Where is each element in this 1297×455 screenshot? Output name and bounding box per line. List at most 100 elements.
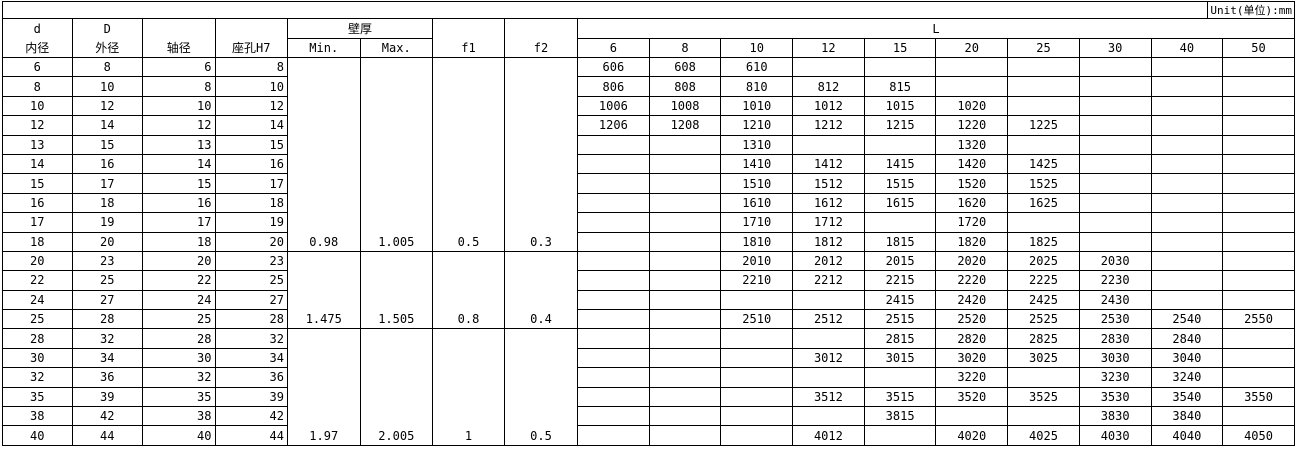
- cell-length: [1223, 213, 1295, 233]
- cell-length: 3530: [1079, 387, 1152, 408]
- cell-wall-max: 1.505: [360, 251, 433, 330]
- cell-length: [649, 407, 722, 427]
- cell-length: 1225: [1008, 116, 1080, 136]
- cell-length: [1223, 154, 1295, 175]
- cell-length: [936, 58, 1009, 78]
- cell-outer-dia: 8: [72, 58, 143, 78]
- cell-f1: 0.5: [433, 58, 505, 252]
- cell-length: [1008, 77, 1080, 97]
- cell-length: [578, 387, 650, 408]
- cell-length: [578, 348, 650, 369]
- cell-wall-max: 2.005: [360, 329, 433, 446]
- cell-length: [649, 348, 722, 369]
- cell-length: [1223, 271, 1295, 291]
- cell-inner-dia: 14: [3, 154, 73, 175]
- cell-length: 2220: [936, 271, 1009, 291]
- cell-length: 3830: [1079, 407, 1152, 427]
- cell-length: 3512: [793, 387, 865, 408]
- cell-length: [1151, 96, 1224, 117]
- cell-outer-dia: 12: [72, 96, 143, 117]
- cell-shaft-dia: 24: [143, 290, 216, 311]
- cell-length: 2210: [721, 271, 794, 291]
- cell-seat-bore: 16: [215, 154, 288, 175]
- cell-inner-dia: 35: [3, 387, 73, 408]
- cell-length: [1223, 290, 1295, 311]
- cell-outer-dia: 42: [72, 407, 143, 427]
- cell-inner-dia: 40: [3, 426, 73, 446]
- cell-length: 3520: [936, 387, 1009, 408]
- cell-inner-dia: 16: [3, 193, 73, 214]
- cell-shaft-dia: 32: [143, 368, 216, 388]
- cell-seat-bore: 14: [215, 116, 288, 136]
- header-outer-dia-symbol: D: [103, 21, 111, 36]
- cell-seat-bore: 28: [215, 310, 288, 330]
- cell-shaft-dia: 12: [143, 116, 216, 136]
- cell-length: [864, 368, 937, 388]
- cell-outer-dia: 18: [72, 193, 143, 214]
- cell-shaft-dia: 16: [143, 193, 216, 214]
- cell-shaft-dia: 30: [143, 348, 216, 369]
- cell-length: 1815: [864, 232, 937, 252]
- cell-length: 1206: [578, 116, 650, 136]
- cell-length: [649, 135, 722, 155]
- cell-shaft-dia: 8: [143, 77, 216, 97]
- cell-length: [649, 232, 722, 252]
- cell-shaft-dia: 17: [143, 213, 216, 233]
- header-L-size: 10: [721, 39, 794, 58]
- cell-length: 2510: [721, 310, 794, 330]
- cell-length: 1415: [864, 154, 937, 175]
- cell-length: 3540: [1151, 387, 1224, 408]
- cell-length: [1079, 116, 1152, 136]
- cell-length: 1208: [649, 116, 722, 136]
- cell-outer-dia: 34: [72, 348, 143, 369]
- cell-inner-dia: 24: [3, 290, 73, 311]
- cell-inner-dia: 17: [3, 213, 73, 233]
- cell-length: [793, 58, 865, 78]
- cell-length: [1008, 135, 1080, 155]
- cell-length: 1320: [936, 135, 1009, 155]
- header-seat-bore-h7: 座孔H7: [215, 19, 288, 58]
- cell-length: 3230: [1079, 368, 1152, 388]
- cell-length: 1510: [721, 174, 794, 194]
- cell-length: 4025: [1008, 426, 1080, 446]
- cell-length: 1512: [793, 174, 865, 194]
- header-inner-dia-label: 内径: [25, 40, 50, 55]
- cell-shaft-dia: 22: [143, 271, 216, 291]
- cell-length: 2030: [1079, 251, 1152, 272]
- cell-outer-dia: 10: [72, 77, 143, 97]
- cell-length: [1223, 251, 1295, 272]
- cell-length: [1151, 154, 1224, 175]
- cell-length: 1710: [721, 213, 794, 233]
- cell-outer-dia: 36: [72, 368, 143, 388]
- cell-length: [1151, 174, 1224, 194]
- cell-length: [864, 58, 937, 78]
- cell-length: [1151, 193, 1224, 214]
- cell-shaft-dia: 40: [143, 426, 216, 446]
- cell-outer-dia: 32: [72, 329, 143, 349]
- cell-length: 3240: [1151, 368, 1224, 388]
- cell-length: 1720: [936, 213, 1009, 233]
- cell-f2: 0.4: [505, 251, 578, 330]
- cell-length: [1223, 368, 1295, 388]
- cell-length: [1151, 271, 1224, 291]
- cell-length: 4012: [793, 426, 865, 446]
- cell-length: [1079, 135, 1152, 155]
- cell-length: 3030: [1079, 348, 1152, 369]
- cell-inner-dia: 28: [3, 329, 73, 349]
- cell-length: [1079, 193, 1152, 214]
- cell-outer-dia: 16: [72, 154, 143, 175]
- cell-length: [578, 426, 650, 446]
- cell-length: [578, 290, 650, 311]
- cell-length: 3515: [864, 387, 937, 408]
- cell-seat-bore: 32: [215, 329, 288, 349]
- cell-length: 4050: [1223, 426, 1295, 446]
- cell-length: [721, 407, 794, 427]
- cell-f2: 0.3: [505, 58, 578, 252]
- cell-length: 1812: [793, 232, 865, 252]
- cell-length: [649, 310, 722, 330]
- cell-length: 2230: [1079, 271, 1152, 291]
- cell-length: [649, 251, 722, 272]
- cell-f1: 0.8: [433, 251, 505, 330]
- cell-length: [864, 135, 937, 155]
- cell-shaft-dia: 6: [143, 58, 216, 78]
